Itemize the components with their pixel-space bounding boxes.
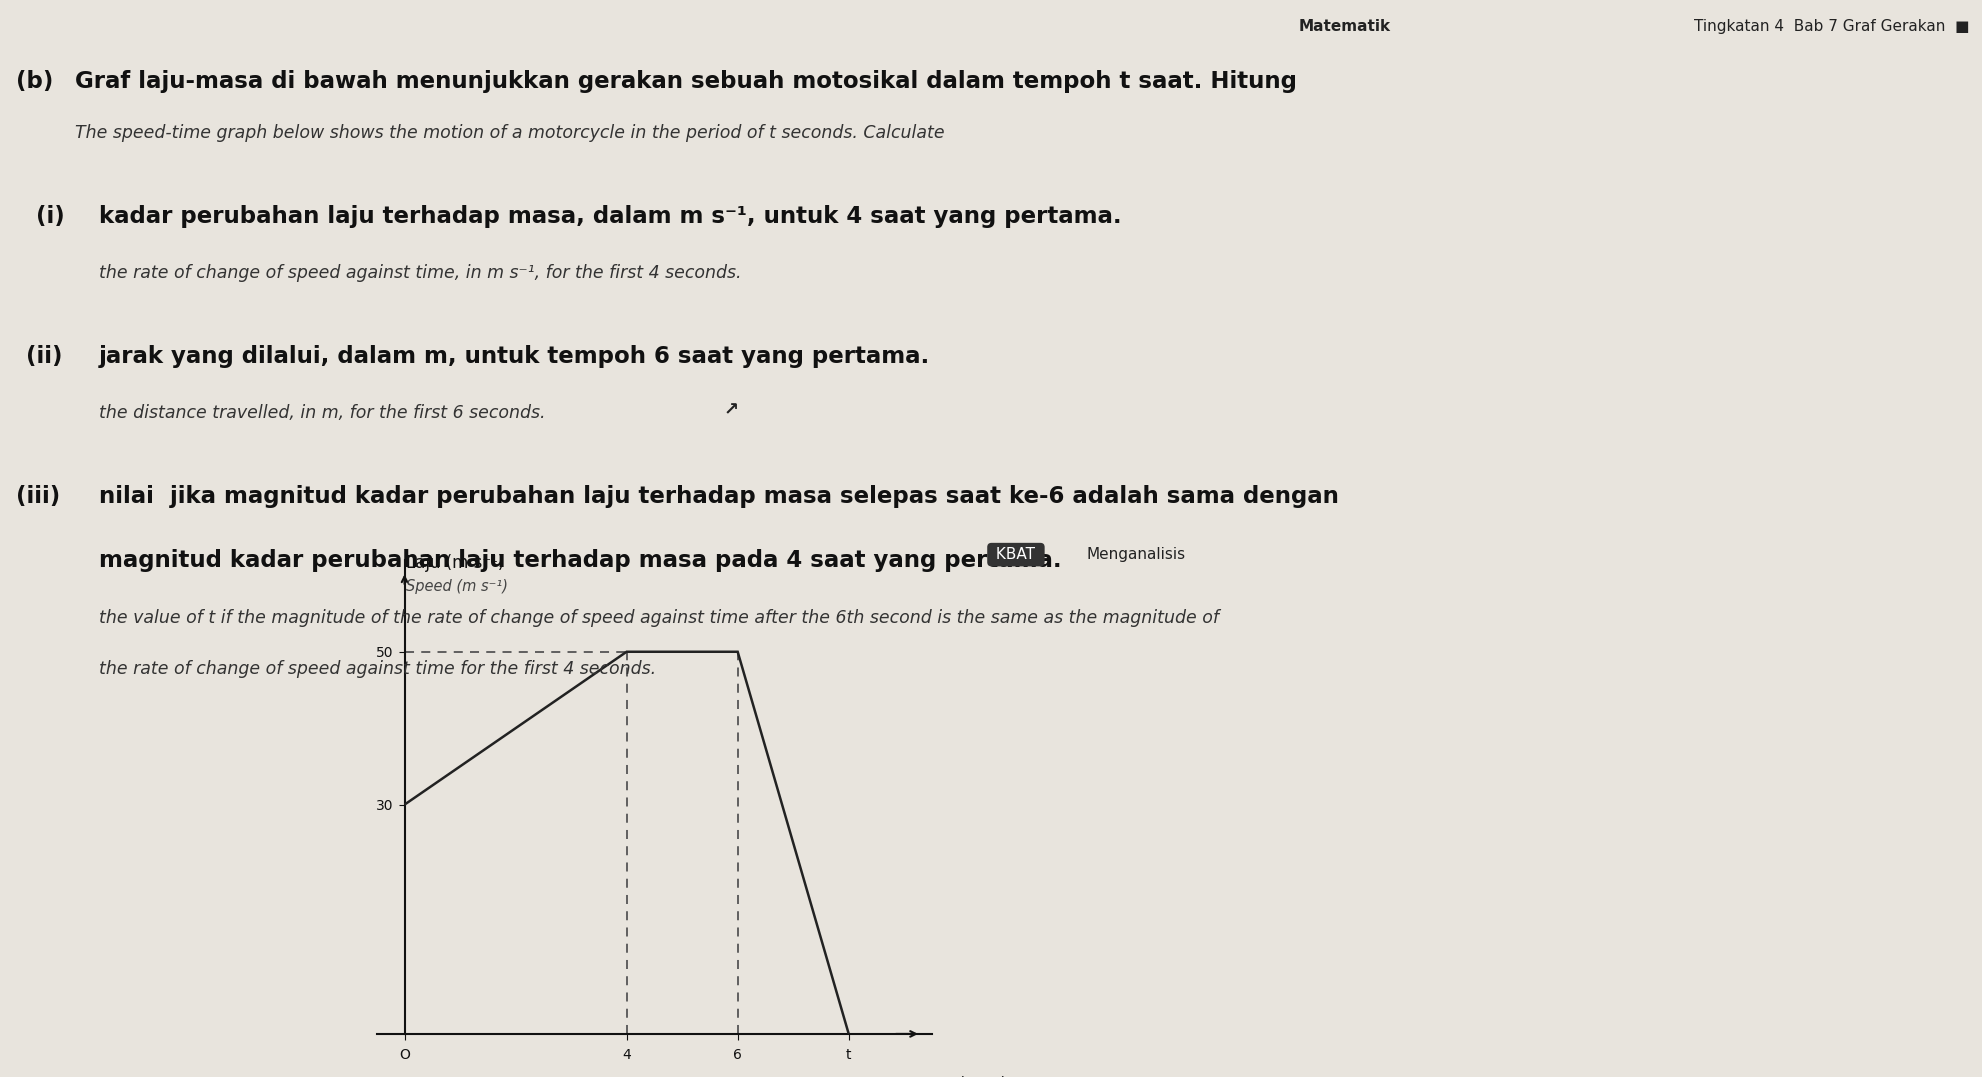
- Text: ↗: ↗: [723, 402, 739, 420]
- Text: Laju (m s⁻¹): Laju (m s⁻¹): [406, 554, 503, 572]
- Text: Tingkatan 4  Bab 7 Graf Gerakan  ■: Tingkatan 4 Bab 7 Graf Gerakan ■: [1693, 19, 1968, 34]
- Text: KBAT: KBAT: [991, 547, 1041, 562]
- Text: Graf laju-masa di bawah menunjukkan gerakan sebuah motosikal dalam tempoh t saat: Graf laju-masa di bawah menunjukkan gera…: [75, 70, 1296, 93]
- Text: the rate of change of speed against time for the first 4 seconds.: the rate of change of speed against time…: [99, 660, 656, 679]
- Text: jarak yang dilalui, dalam m, untuk tempoh 6 saat yang pertama.: jarak yang dilalui, dalam m, untuk tempo…: [99, 345, 930, 367]
- Text: magnitud kadar perubahan laju terhadap masa pada 4 saat yang pertama.: magnitud kadar perubahan laju terhadap m…: [99, 549, 1060, 572]
- Text: the value of t if the magnitude of the rate of change of speed against time afte: the value of t if the magnitude of the r…: [99, 609, 1219, 627]
- Text: the distance travelled, in m, for the first 6 seconds.: the distance travelled, in m, for the fi…: [99, 404, 545, 422]
- Text: Menganalisis: Menganalisis: [1086, 547, 1185, 562]
- Text: (b): (b): [16, 70, 54, 93]
- Text: (i): (i): [36, 205, 63, 227]
- Text: Matematik: Matematik: [1298, 19, 1389, 34]
- Text: Speed (m s⁻¹): Speed (m s⁻¹): [406, 579, 507, 595]
- Text: (iii): (iii): [16, 485, 59, 507]
- Text: The speed-time graph below shows the motion of a motorcycle in the period of t s: The speed-time graph below shows the mot…: [75, 124, 945, 142]
- Text: the rate of change of speed against time, in m s⁻¹, for the first 4 seconds.: the rate of change of speed against time…: [99, 264, 741, 282]
- Text: (ii): (ii): [26, 345, 61, 367]
- Text: nilai  jika magnitud kadar perubahan laju terhadap masa selepas saat ke-6 adalah: nilai jika magnitud kadar perubahan laju…: [99, 485, 1338, 507]
- Text: kadar perubahan laju terhadap masa, dalam m s⁻¹, untuk 4 saat yang pertama.: kadar perubahan laju terhadap masa, dala…: [99, 205, 1122, 227]
